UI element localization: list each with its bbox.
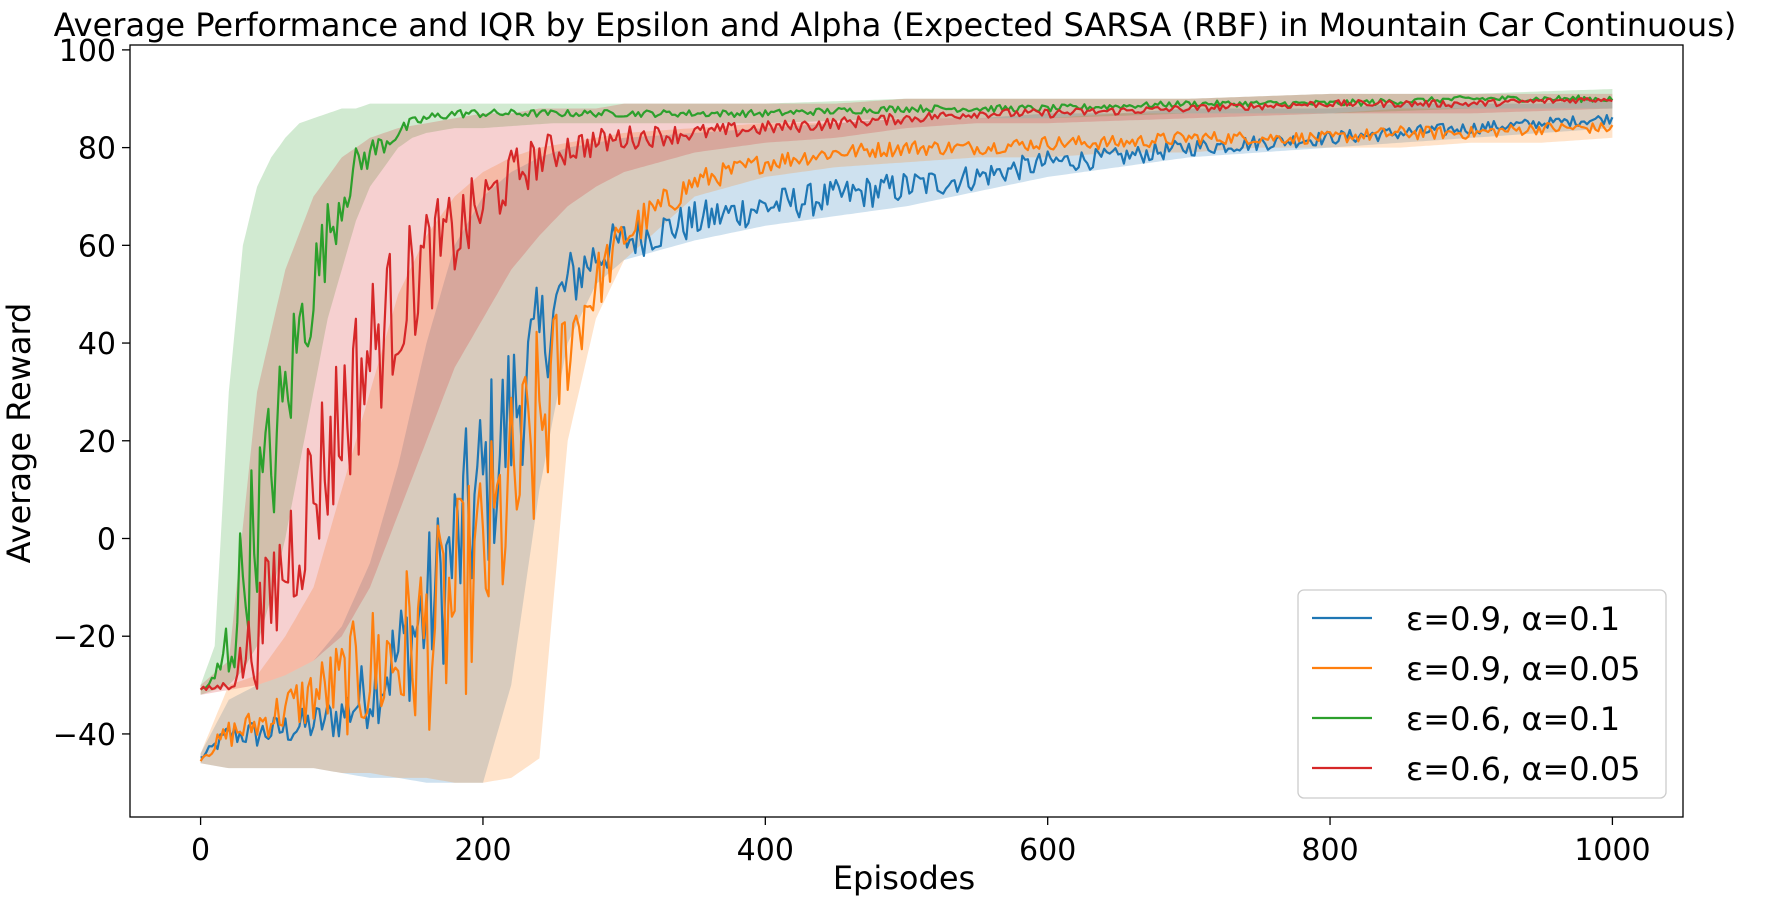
y-tick-label: 80 — [78, 132, 116, 167]
plot-frame — [129, 44, 1684, 818]
legend: ε=0.9, α=0.1 ε=0.9, α=0.05 ε=0.6, α=0.1 ε=0… — [1297, 589, 1667, 799]
y-tick-label: −20 — [53, 620, 116, 655]
x-tick-label: 400 — [737, 833, 794, 868]
y-tick-label: 40 — [78, 327, 116, 362]
plot-area — [199, 89, 1614, 783]
series-4-line — [199, 96, 1613, 692]
y-tick-label: −40 — [53, 718, 116, 753]
x-tick-label: 600 — [1019, 833, 1076, 868]
chart-title: Average Performance and IQR by Epsilon a… — [54, 6, 1737, 44]
legend-label-1: ε=0.9, α=0.1 — [1406, 600, 1620, 638]
legend-box — [1297, 589, 1667, 799]
y-tick-label: 100 — [59, 34, 116, 69]
legend-label-2: ε=0.9, α=0.05 — [1406, 650, 1641, 688]
x-tick-label: 1000 — [1574, 833, 1650, 868]
x-tick-label: 800 — [1301, 833, 1358, 868]
x-tick-label: 200 — [454, 833, 511, 868]
series-4-iqr-band — [200, 93, 1613, 695]
series-2-iqr-band — [200, 108, 1613, 783]
iqr-bands — [200, 89, 1613, 783]
y-axis-label: Average Reward — [0, 303, 38, 564]
y-tick-label: 20 — [78, 425, 116, 460]
series-2-line — [199, 121, 1614, 762]
legend-label-4: ε=0.6, α=0.05 — [1406, 750, 1641, 788]
series-lines — [199, 94, 1614, 762]
series-1-iqr-band — [200, 98, 1613, 783]
x-axis-ticks: 0 200 400 600 800 1000 — [191, 817, 1651, 868]
series-3-iqr-band — [200, 89, 1613, 695]
x-tick-label: 0 — [191, 833, 210, 868]
y-tick-label: 60 — [78, 229, 116, 264]
x-axis-label: Episodes — [833, 859, 975, 897]
y-tick-label: 0 — [97, 522, 116, 557]
legend-label-3: ε=0.6, α=0.1 — [1406, 700, 1620, 738]
y-axis-ticks: −40 −20 0 20 40 60 80 100 — [53, 34, 130, 753]
